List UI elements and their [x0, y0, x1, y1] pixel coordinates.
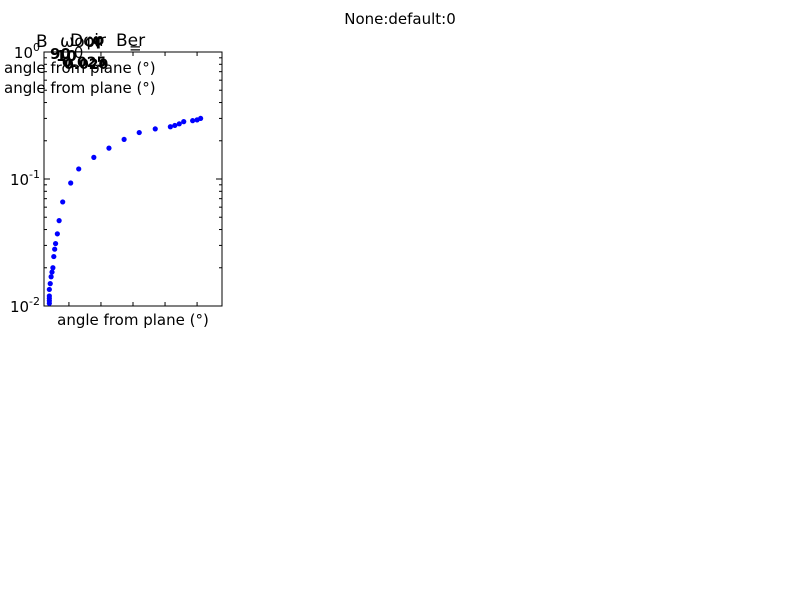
data-point — [49, 269, 55, 275]
data-point — [152, 126, 158, 132]
data-point — [91, 154, 97, 160]
data-point — [172, 122, 178, 129]
data-point — [198, 115, 204, 122]
figure-suptitle: None:default:0 — [344, 10, 456, 28]
y-tick-label: 10-1 — [10, 168, 40, 189]
overlap-fragment: 90 — [50, 45, 71, 63]
data-point — [76, 166, 82, 172]
data-point — [46, 293, 52, 299]
data-point — [176, 121, 182, 127]
overlap-fragment: φ — [92, 30, 105, 49]
data-point — [68, 180, 74, 186]
data-point — [48, 274, 54, 280]
data-point — [52, 240, 59, 247]
x-axis — [68, 52, 198, 306]
y-tick-label: 100 — [14, 41, 40, 62]
data-point — [60, 199, 66, 205]
overlap-fragment: Dφir — [70, 31, 106, 51]
stacked-axis-label: angle from plane (°) — [4, 79, 156, 97]
overlap-fragment: Ber — [116, 31, 145, 51]
stacked-axis-label: angle from plane (°) — [4, 59, 156, 77]
data-point — [51, 253, 57, 260]
data-point — [54, 231, 60, 237]
overlap-fragment: = — [129, 39, 142, 57]
overlapping-labels: B Dφir ωoor Ber = 90 10 φ θ 0.025 0.020 … — [4, 30, 156, 97]
data-point — [167, 124, 173, 130]
overlap-fragment: θ — [74, 44, 83, 62]
data-point — [106, 145, 112, 151]
y-axis: 100 10-1 10-2 — [10, 41, 222, 316]
overlap-fragment: ωoor — [60, 32, 102, 52]
data-point — [181, 119, 187, 125]
data-point — [50, 265, 56, 271]
data-point — [136, 129, 142, 136]
data-point — [121, 136, 127, 143]
data-point — [52, 246, 58, 252]
data-point — [190, 118, 196, 124]
data-point — [47, 281, 53, 287]
overlap-fragment: 0.025 — [62, 55, 106, 71]
x-axis-label: angle from plane (°) — [57, 311, 209, 329]
overlap-fragment: 0.020 — [64, 57, 109, 73]
scatter-series — [46, 115, 204, 306]
y-tick-label: 10-2 — [10, 295, 40, 316]
data-point — [46, 286, 52, 293]
overlap-fragment: B — [36, 32, 48, 52]
data-point — [56, 218, 62, 224]
overlap-fragment: 10 — [56, 47, 77, 65]
